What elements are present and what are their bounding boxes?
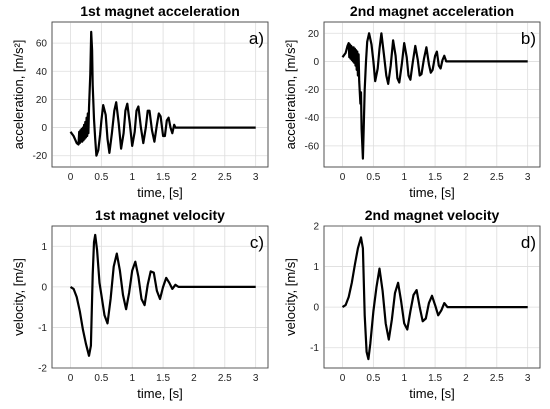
x-axis-label: time, [s] bbox=[137, 386, 183, 401]
y-tick-label: -1 bbox=[38, 323, 47, 334]
y-tick-label: 0 bbox=[313, 303, 319, 314]
x-tick-label: 3 bbox=[253, 172, 259, 183]
y-tick-label: 0 bbox=[313, 57, 319, 68]
x-tick-label: 1.5 bbox=[156, 172, 170, 183]
y-tick-label: 0 bbox=[41, 282, 47, 293]
x-tick-label: 3 bbox=[525, 172, 531, 183]
plot-border bbox=[323, 225, 541, 369]
x-tick-label: 0.5 bbox=[366, 373, 380, 384]
y-tick-label: -1 bbox=[310, 343, 319, 354]
panel-2: 0 0.5 1 1.5 2 2.5 3 -2 -1 0 1 1st magnet velocity ti… bbox=[11, 207, 269, 401]
plot-border bbox=[51, 21, 269, 168]
chart-title: 2nd magnet velocity bbox=[365, 207, 500, 223]
panel-0: 0 0.5 1 1.5 2 2.5 3 -20 0 20 40 60 1st magnet accele… bbox=[11, 3, 269, 200]
x-tick-label: 0.5 bbox=[94, 373, 108, 384]
panel-label: d) bbox=[521, 233, 536, 252]
plot-frame bbox=[323, 21, 541, 168]
y-tick-label: 20 bbox=[36, 95, 48, 106]
y-tick-label: 20 bbox=[308, 29, 320, 40]
plot-border bbox=[51, 225, 269, 369]
x-tick-label: 0 bbox=[68, 172, 74, 183]
y-tick-label: 1 bbox=[41, 242, 47, 253]
y-tick-label: 2 bbox=[313, 222, 319, 233]
y-tick-label: -60 bbox=[305, 141, 320, 152]
chart-title: 1st magnet velocity bbox=[95, 207, 225, 223]
panel-label: b) bbox=[521, 29, 536, 48]
plot-frame bbox=[51, 21, 269, 168]
x-axis-label: time, [s] bbox=[409, 185, 455, 200]
y-tick-label: -20 bbox=[305, 85, 320, 96]
y-axis-label: velocity, [m/s] bbox=[283, 258, 298, 336]
y-axis-label: acceleration, [m/s²] bbox=[11, 40, 26, 150]
y-tick-label: 40 bbox=[36, 67, 48, 78]
x-tick-label: 2.5 bbox=[490, 172, 504, 183]
x-tick-label: 3 bbox=[525, 373, 531, 384]
panel-label: c) bbox=[250, 233, 264, 252]
x-axis-label: time, [s] bbox=[409, 386, 455, 401]
y-tick-label: -40 bbox=[305, 113, 320, 124]
y-tick-label: 0 bbox=[41, 123, 47, 134]
x-axis-label: time, [s] bbox=[137, 185, 183, 200]
chart-title: 1st magnet acceleration bbox=[80, 3, 240, 19]
x-tick-label: 2.5 bbox=[490, 373, 504, 384]
y-axis-label: acceleration, [m/s²] bbox=[283, 40, 298, 150]
x-tick-label: 1 bbox=[401, 172, 407, 183]
x-tick-label: 0.5 bbox=[94, 172, 108, 183]
panel-3: 0 0.5 1 1.5 2 2.5 3 -1 0 1 2 2nd magnet velocity tim… bbox=[283, 207, 541, 401]
x-tick-label: 0 bbox=[68, 373, 74, 384]
x-tick-label: 2.5 bbox=[218, 373, 232, 384]
x-tick-label: 3 bbox=[253, 373, 259, 384]
series-line bbox=[341, 236, 528, 361]
x-tick-label: 2 bbox=[191, 172, 197, 183]
x-tick-label: 2 bbox=[463, 172, 469, 183]
x-tick-label: 1 bbox=[129, 172, 135, 183]
panel-label: a) bbox=[249, 29, 264, 48]
y-axis-label: velocity, [m/s] bbox=[11, 258, 26, 336]
series-line bbox=[69, 30, 256, 157]
x-tick-label: 0.5 bbox=[366, 172, 380, 183]
x-tick-label: 0 bbox=[340, 172, 346, 183]
x-tick-label: 0 bbox=[340, 373, 346, 384]
chart-title: 2nd magnet acceleration bbox=[350, 3, 514, 19]
y-tick-label: -2 bbox=[38, 364, 47, 375]
x-tick-label: 2 bbox=[463, 373, 469, 384]
series-line bbox=[341, 32, 528, 160]
plot-border bbox=[323, 21, 541, 168]
x-tick-label: 1 bbox=[129, 373, 135, 384]
panel-1: 0 0.5 1 1.5 2 2.5 3 -60 -40 -20 0 20 2nd magnet acce… bbox=[283, 3, 541, 200]
series-line bbox=[69, 233, 256, 357]
x-tick-label: 2 bbox=[191, 373, 197, 384]
x-tick-label: 2.5 bbox=[218, 172, 232, 183]
x-tick-label: 1 bbox=[401, 373, 407, 384]
y-tick-label: 60 bbox=[36, 39, 48, 50]
y-tick-label: -20 bbox=[33, 151, 48, 162]
y-tick-label: 1 bbox=[313, 262, 319, 273]
x-tick-label: 1.5 bbox=[156, 373, 170, 384]
x-tick-label: 1.5 bbox=[428, 373, 442, 384]
x-tick-label: 1.5 bbox=[428, 172, 442, 183]
